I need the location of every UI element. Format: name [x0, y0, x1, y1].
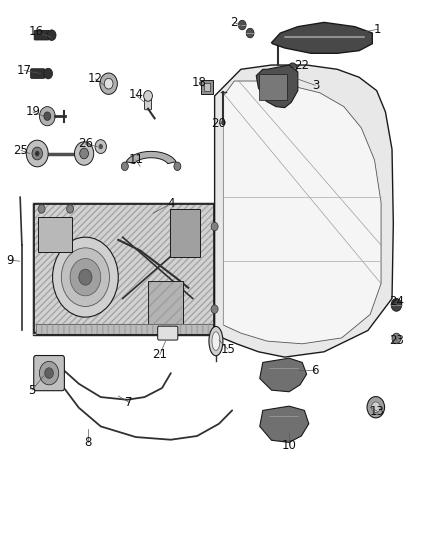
FancyBboxPatch shape: [36, 324, 213, 334]
Circle shape: [35, 151, 39, 156]
Circle shape: [174, 162, 181, 171]
Text: 16: 16: [28, 26, 43, 38]
Text: 11: 11: [128, 154, 143, 166]
Text: 21: 21: [152, 348, 167, 361]
Text: 10: 10: [282, 439, 297, 451]
Circle shape: [32, 147, 42, 160]
Circle shape: [288, 63, 297, 74]
Polygon shape: [36, 324, 213, 334]
Ellipse shape: [209, 326, 223, 356]
Text: 12: 12: [88, 72, 103, 85]
Circle shape: [371, 402, 380, 413]
Text: 3: 3: [312, 79, 319, 92]
FancyBboxPatch shape: [145, 95, 152, 110]
Circle shape: [26, 140, 48, 167]
Circle shape: [238, 20, 246, 30]
Polygon shape: [149, 282, 182, 330]
Circle shape: [74, 142, 94, 165]
Circle shape: [67, 205, 74, 213]
Polygon shape: [33, 203, 215, 335]
FancyBboxPatch shape: [31, 69, 45, 78]
FancyBboxPatch shape: [204, 83, 210, 91]
Text: 22: 22: [294, 59, 309, 71]
FancyBboxPatch shape: [34, 30, 49, 40]
Circle shape: [221, 120, 226, 125]
FancyBboxPatch shape: [158, 326, 178, 340]
Text: 5: 5: [28, 384, 35, 397]
Polygon shape: [215, 65, 393, 357]
Polygon shape: [33, 203, 215, 335]
Text: 9: 9: [6, 254, 14, 266]
Text: 26: 26: [78, 138, 93, 150]
FancyBboxPatch shape: [148, 281, 183, 332]
FancyBboxPatch shape: [170, 209, 200, 257]
Ellipse shape: [212, 332, 220, 351]
Text: 25: 25: [14, 144, 28, 157]
FancyBboxPatch shape: [38, 217, 72, 252]
Text: 18: 18: [192, 76, 207, 89]
FancyBboxPatch shape: [201, 80, 213, 94]
Text: 14: 14: [128, 88, 143, 101]
Circle shape: [99, 144, 103, 149]
FancyBboxPatch shape: [259, 74, 287, 100]
Circle shape: [95, 140, 106, 154]
Text: 24: 24: [389, 295, 404, 308]
Text: 1: 1: [374, 23, 381, 36]
Text: 4: 4: [167, 197, 175, 210]
Text: 7: 7: [125, 396, 133, 409]
Polygon shape: [223, 81, 381, 344]
Circle shape: [47, 30, 56, 41]
Circle shape: [391, 298, 402, 311]
Polygon shape: [126, 151, 176, 164]
Text: 19: 19: [25, 106, 40, 118]
Circle shape: [100, 73, 117, 94]
Text: 17: 17: [17, 64, 32, 77]
Circle shape: [79, 269, 92, 285]
Circle shape: [104, 78, 113, 89]
Text: 23: 23: [389, 334, 404, 346]
Circle shape: [70, 259, 101, 296]
Circle shape: [246, 28, 254, 38]
FancyBboxPatch shape: [34, 356, 64, 391]
Circle shape: [39, 361, 59, 385]
Circle shape: [38, 205, 45, 213]
Circle shape: [121, 162, 128, 171]
Circle shape: [80, 148, 88, 159]
Circle shape: [144, 91, 152, 101]
Polygon shape: [260, 406, 309, 442]
Circle shape: [367, 397, 385, 418]
Circle shape: [392, 333, 401, 344]
Text: 13: 13: [370, 405, 385, 418]
Circle shape: [44, 112, 51, 120]
Text: 20: 20: [212, 117, 226, 130]
Circle shape: [45, 368, 53, 378]
Circle shape: [44, 68, 53, 79]
Circle shape: [211, 222, 218, 231]
Text: 15: 15: [220, 343, 235, 356]
Polygon shape: [272, 22, 372, 53]
Circle shape: [39, 107, 55, 126]
Circle shape: [53, 237, 118, 317]
Text: 8: 8: [84, 436, 91, 449]
Circle shape: [61, 248, 110, 306]
Circle shape: [211, 305, 218, 313]
Polygon shape: [260, 358, 307, 392]
Text: 6: 6: [311, 364, 319, 377]
Polygon shape: [256, 65, 298, 108]
Text: 2: 2: [230, 16, 238, 29]
